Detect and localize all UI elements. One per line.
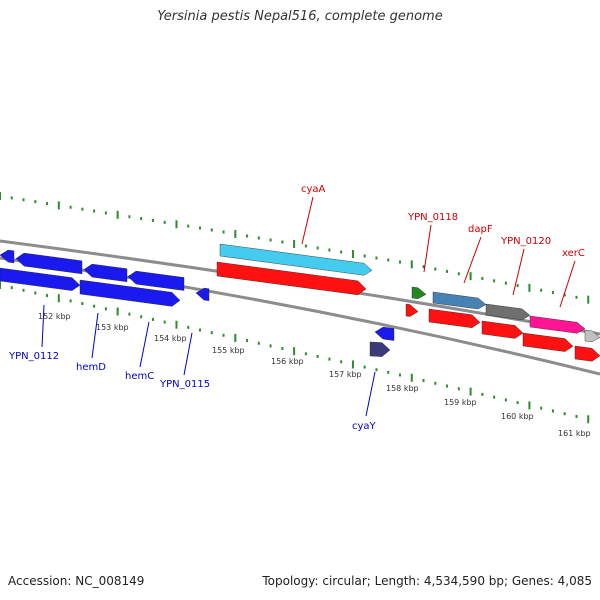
- genome-stats-text: Topology: circular; Length: 4,534,590 bp…: [262, 574, 592, 588]
- tick-label-158kbp: 158 kbp: [386, 384, 419, 393]
- tick-label-153kbp: 153 kbp: [96, 323, 129, 332]
- gene-label-cyaY: cyaY: [352, 421, 377, 432]
- leader-hemD: [91, 312, 99, 359]
- gene-hemD-cds: [79, 279, 181, 307]
- gene-label-YPN_0120: YPN_0120: [500, 236, 551, 247]
- gene-label-YPN_0112: YPN_0112: [8, 351, 59, 362]
- gene-cyaY-feature: [374, 326, 395, 341]
- gene-label-YPN_0118: YPN_0118: [407, 212, 458, 223]
- map-title: Yersinia pestis Nepal516, complete genom…: [157, 9, 443, 24]
- gene-label-xerC: xerC: [562, 248, 585, 259]
- gene-label-cyaA: cyaA: [301, 184, 326, 195]
- gene-cyaY-cds: [369, 341, 391, 357]
- gene-YPN_0112-cds: [0, 267, 81, 291]
- gene-next-feature: [584, 329, 600, 343]
- leader-YPN_0118: [423, 224, 432, 273]
- leader-YPN_0112: [41, 304, 45, 348]
- tick-label-157kbp: 157 kbp: [329, 370, 362, 379]
- leader-dapF: [463, 236, 482, 284]
- gene-label-YPN_0115: YPN_0115: [159, 379, 210, 390]
- tick-label-152kbp: 152 kbp: [38, 312, 71, 321]
- gene-YPN_0111-feature: [0, 249, 15, 264]
- backbone-inner: [0, 256, 600, 376]
- leader-YPN_0120: [512, 248, 525, 296]
- gene-cyaA-feature: [219, 243, 373, 276]
- tick-label-160kbp: 160 kbp: [501, 412, 534, 421]
- tick-label-155kbp: 155 kbp: [212, 346, 245, 355]
- accession-text: Accession: NC_008149: [8, 574, 145, 588]
- gene-YPN_0115-feature: [195, 287, 210, 301]
- leader-xerC: [559, 260, 576, 308]
- gene-label-hemD: hemD: [76, 362, 106, 373]
- gene-features: [0, 243, 600, 362]
- label-leaders: [41, 196, 576, 417]
- gene-xerC-cds: [522, 332, 574, 352]
- tick-label-161kbp: 161 kbp: [558, 429, 591, 438]
- leader-hemC: [139, 321, 150, 368]
- gene-dapF-feature: [432, 291, 487, 310]
- gene-hemD-feature: [83, 263, 128, 282]
- leader-cyaY: [365, 371, 376, 417]
- gene-hemC-feature: [127, 270, 185, 291]
- gene-label-hemC: hemC: [125, 371, 154, 382]
- gene-label-dapF: dapF: [468, 224, 493, 235]
- ruler-ticks: [0, 192, 590, 424]
- gene-YPN_0120-feature: [485, 303, 531, 321]
- leader-cyaA: [301, 196, 314, 245]
- leader-YPN_0115: [183, 332, 193, 376]
- gene-YPN_0118-cds: [405, 303, 419, 317]
- tick-label-159kbp: 159 kbp: [444, 398, 477, 407]
- tick-label-154kbp: 154 kbp: [154, 334, 187, 343]
- gene-cyaA-cds: [216, 261, 367, 296]
- gene-xerC-feature: [529, 315, 586, 334]
- gene-next-cds: [574, 345, 600, 362]
- gene-YPN_0118-feature: [411, 286, 427, 300]
- gene-YPN_0112-feature: [15, 252, 83, 275]
- gene-dapF-cds: [428, 308, 481, 328]
- gene-YPN_0120-cds: [481, 320, 524, 339]
- tick-label-156kbp: 156 kbp: [271, 357, 304, 366]
